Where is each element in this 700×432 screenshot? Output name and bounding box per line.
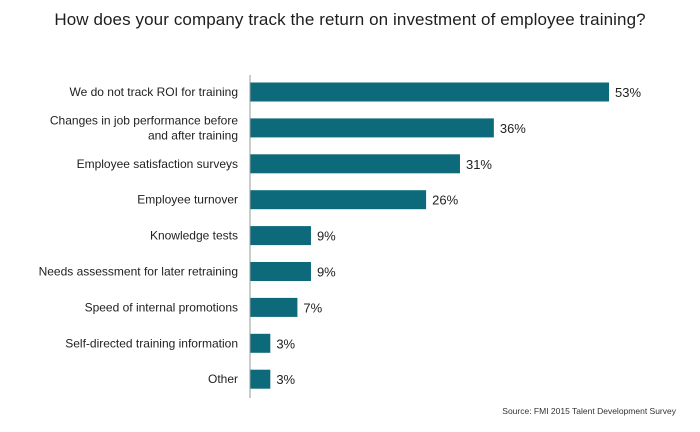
value-label: 36% <box>500 121 526 136</box>
value-label: 3% <box>276 336 295 351</box>
bar <box>250 154 460 174</box>
source-note: Source: FMI 2015 Talent Development Surv… <box>502 406 676 416</box>
value-label: 53% <box>615 85 641 100</box>
value-label: 26% <box>432 193 458 208</box>
bar <box>250 333 271 353</box>
category-label: We do not track ROI for training <box>69 85 238 99</box>
category-label: Speed of internal promotions <box>85 300 238 314</box>
bar <box>250 190 427 210</box>
category-label: Self-directed training information <box>65 336 238 350</box>
value-label: 7% <box>303 300 322 315</box>
category-labels: We do not track ROI for training Changes … <box>39 85 239 386</box>
value-label: 3% <box>276 372 295 387</box>
category-label: Other <box>208 372 238 386</box>
category-label: Employee satisfaction surveys <box>77 157 238 171</box>
bar <box>250 82 609 102</box>
bar <box>250 297 298 317</box>
bar <box>250 226 311 246</box>
value-label: 9% <box>317 265 336 280</box>
chart-title: How does your company track the return o… <box>54 10 646 29</box>
bar <box>250 118 494 138</box>
bar <box>250 262 311 281</box>
value-labels: 53% 36% 31% 26% 9% 9% 7% 3% 3% <box>276 85 641 387</box>
bars <box>250 82 609 389</box>
value-label: 9% <box>317 229 336 244</box>
category-label: Changes in job performance before and aft… <box>50 113 238 142</box>
category-label: Employee turnover <box>137 193 238 207</box>
category-label: Knowledge tests <box>150 229 238 243</box>
value-label: 31% <box>466 157 492 172</box>
category-label: Needs assessment for later retraining <box>39 265 238 279</box>
bar <box>250 369 271 389</box>
